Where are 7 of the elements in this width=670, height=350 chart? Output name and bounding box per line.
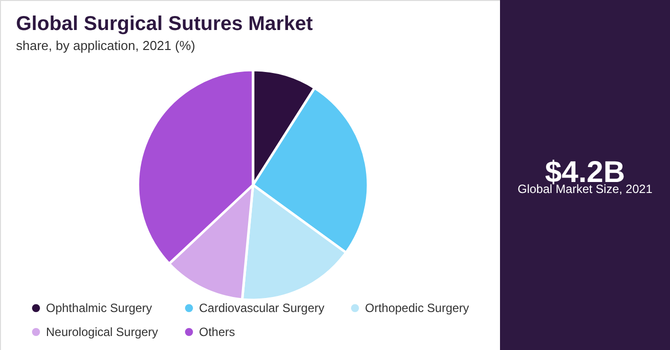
- legend-label: Ophthalmic Surgery: [46, 301, 152, 316]
- chart-title: Global Surgical Sutures Market: [16, 13, 314, 35]
- legend-label: Orthopedic Surgery: [365, 301, 470, 316]
- legend-label: Cardiovascular Surgery: [199, 301, 324, 316]
- chart-subtitle: share, by application, 2021 (%): [16, 38, 196, 53]
- legend-label: Others: [199, 325, 236, 339]
- legend-label: Neurological Surgery: [46, 325, 158, 339]
